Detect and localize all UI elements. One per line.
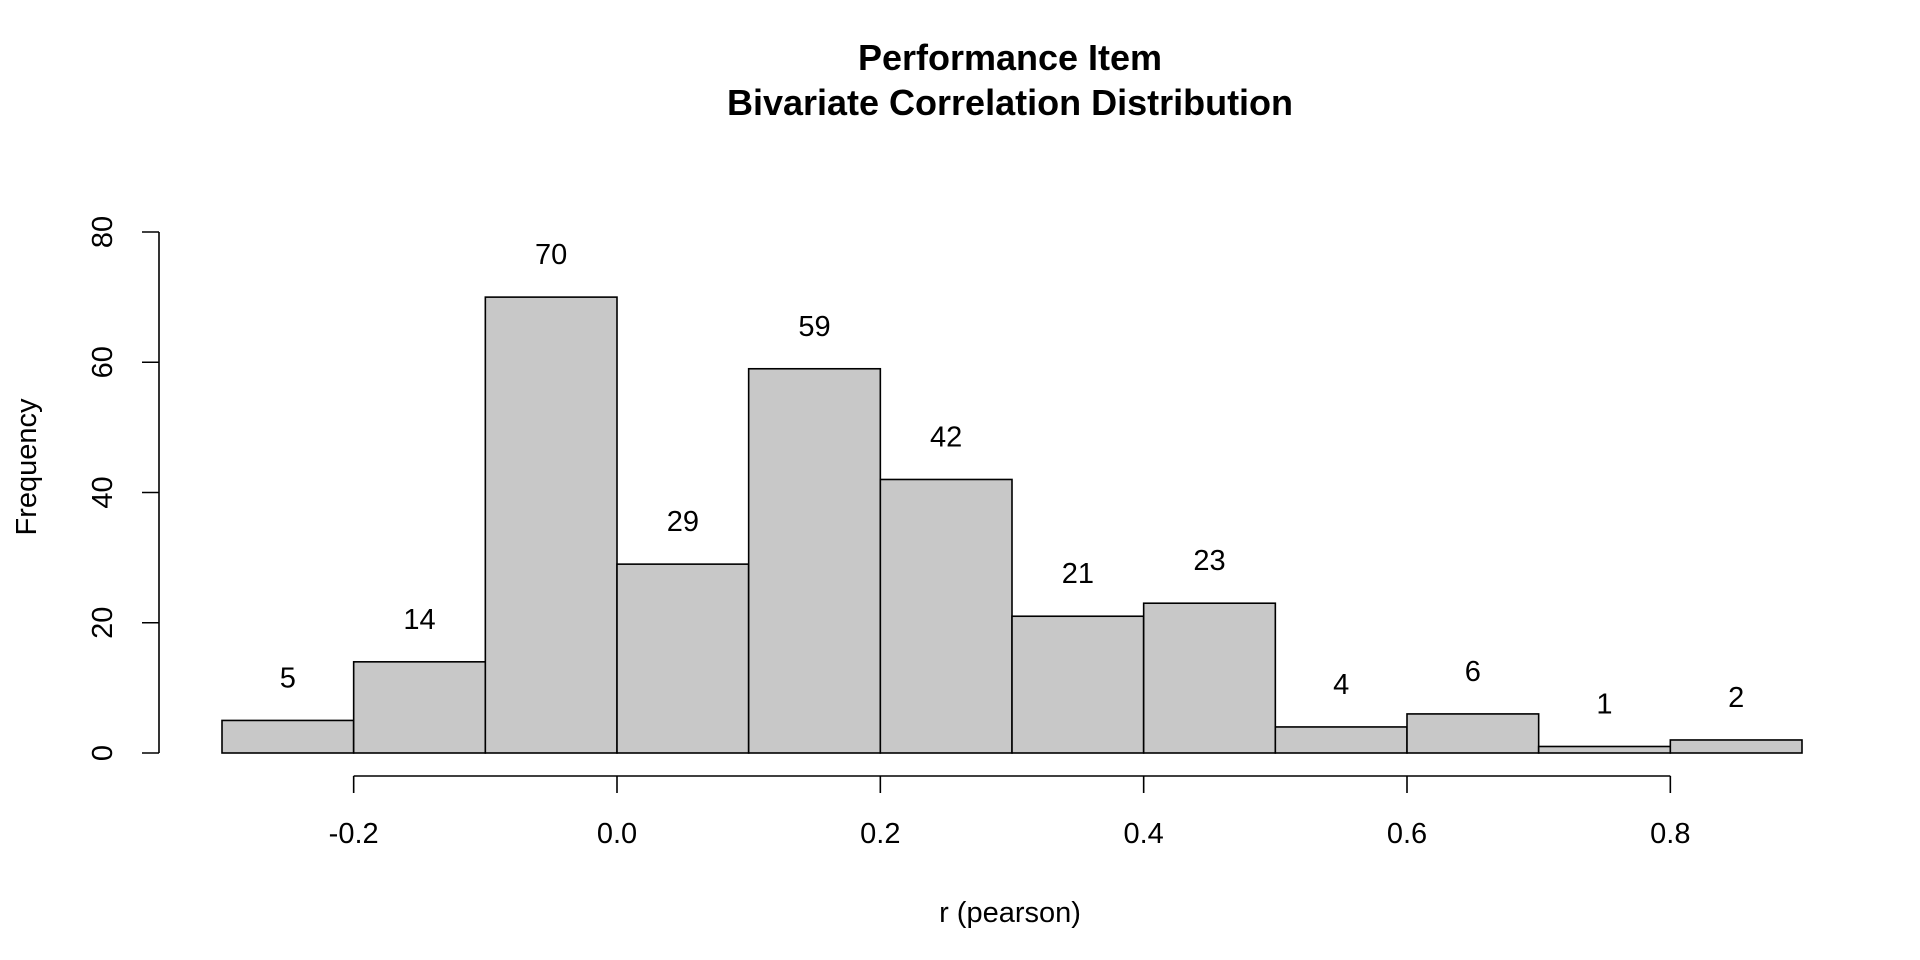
bars-group: [221, 296, 1803, 754]
data-labels-group: 5 14 70 29 59 42 21 23 4 6 1 2: [280, 239, 1744, 720]
histogram-bar: [484, 296, 618, 754]
histogram-bar: [221, 719, 355, 754]
y-axis: 0 20 40 60 80: [87, 216, 160, 761]
x-tick-label: 0.8: [1650, 818, 1690, 850]
bar-count-label: 2: [1728, 682, 1744, 714]
histogram-bar: [616, 563, 750, 754]
x-tick-label: -0.2: [329, 818, 379, 850]
chart-subtitle: Bivariate Correlation Distribution: [727, 82, 1293, 123]
histogram-bar: [1406, 713, 1540, 754]
x-axis-label: r (pearson): [939, 897, 1081, 929]
x-axis: -0.2 0.0 0.2 0.4 0.6 0.8: [329, 775, 1690, 850]
histogram-bar: [879, 478, 1013, 754]
y-tick-label: 40: [87, 476, 119, 508]
bar-count-label: 1: [1596, 688, 1612, 720]
histogram-bar: [352, 661, 487, 754]
x-tick-label: 0.4: [1124, 818, 1164, 850]
x-tick-label: 0.0: [597, 818, 637, 850]
histogram-bar: [1011, 615, 1145, 754]
bar-count-label: 6: [1465, 656, 1481, 688]
bar-count-label: 4: [1333, 669, 1349, 701]
bar-count-label: 29: [667, 506, 699, 538]
histogram-bar: [747, 367, 882, 754]
x-tick-label: 0.2: [860, 818, 900, 850]
histogram-bar: [1142, 602, 1277, 754]
bar-count-label: 14: [403, 604, 435, 636]
histogram-bar: [1274, 726, 1408, 754]
bar-count-label: 21: [1062, 558, 1094, 590]
histogram-bar: [1669, 739, 1803, 754]
y-tick-label: 60: [87, 346, 119, 378]
x-tick-label: 0.6: [1387, 818, 1427, 850]
bar-count-label: 42: [930, 421, 962, 453]
y-axis-label: Frequency: [11, 398, 43, 536]
bar-count-label: 5: [280, 662, 296, 694]
bar-count-label: 23: [1193, 545, 1225, 577]
y-tick-label: 20: [87, 607, 119, 639]
bar-count-label: 59: [798, 311, 830, 343]
chart-title: Performance Item: [858, 37, 1162, 78]
histogram-bar: [1537, 745, 1672, 754]
bar-count-label: 70: [535, 239, 567, 271]
y-tick-label: 80: [87, 216, 119, 248]
y-tick-label: 0: [87, 745, 119, 761]
